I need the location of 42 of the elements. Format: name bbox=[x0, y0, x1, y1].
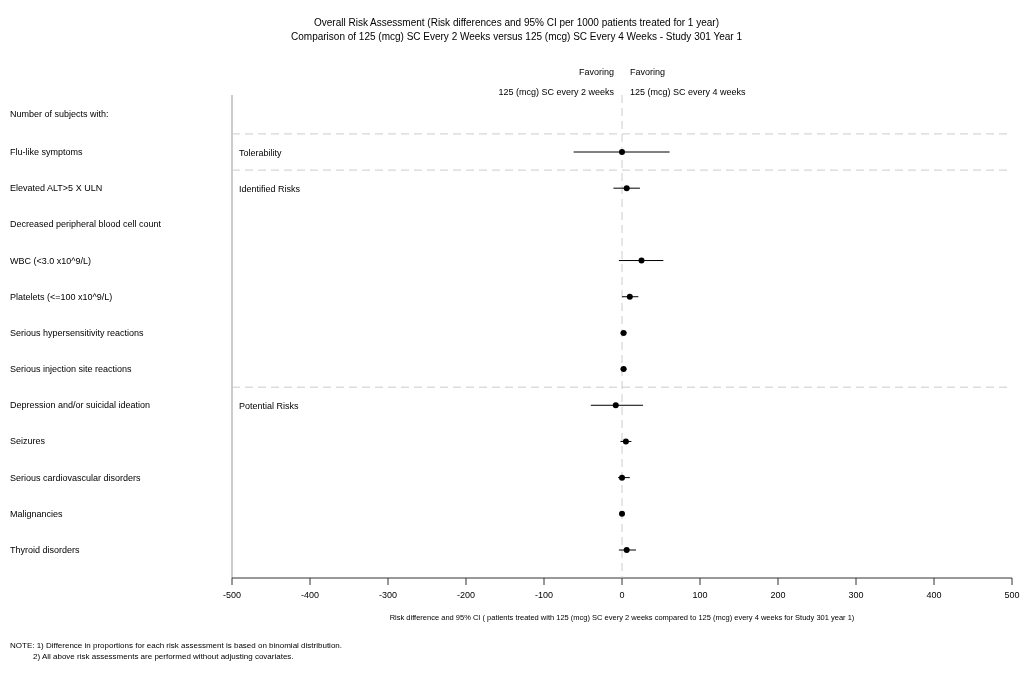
text: 2) All above risk assessments are performed without adjusting covariates. bbox=[33, 652, 294, 661]
y-tick-label: Malignancies bbox=[10, 508, 64, 519]
x-tick-label: -400 bbox=[300, 590, 320, 600]
x-tick-label: 400 bbox=[926, 590, 942, 600]
x-tick-label: -100 bbox=[534, 590, 554, 600]
text: Favoring bbox=[630, 67, 666, 77]
y-tick-label: WBC (<3.0 x10^9/L) bbox=[10, 255, 92, 266]
x-tick-label: -300 bbox=[378, 590, 398, 600]
x-tick-label: -500 bbox=[222, 590, 242, 600]
point bbox=[623, 185, 630, 192]
y-tick-label: Thyroid disorders bbox=[10, 545, 81, 555]
text: Favoring bbox=[578, 67, 614, 77]
text: NOTE: 1) Difference in proportions for each risk assessment is based on binomial distribution. bbox=[10, 641, 343, 650]
point bbox=[619, 149, 625, 155]
point bbox=[626, 293, 633, 300]
point bbox=[612, 402, 619, 409]
chart-title: Overall Risk Assessment (Risk differences and 95% CI per 1000 patients treated for 1 year) bbox=[313, 17, 720, 28]
y-tick-label: Flu-like symptoms bbox=[10, 147, 84, 157]
x-tick-label: 100 bbox=[692, 590, 708, 600]
point bbox=[623, 547, 630, 553]
x-tick-label: 200 bbox=[770, 590, 786, 600]
y-tick-label: Serious hypersensitivity reactions bbox=[10, 327, 145, 338]
annotation: Potential Risks bbox=[239, 401, 300, 412]
x-tick-label: -200 bbox=[456, 590, 476, 600]
y-tick-label: Serious injection site reactions bbox=[10, 364, 133, 375]
y-tick-label: Decreased peripheral blood cell count bbox=[10, 219, 162, 230]
x-tick-label: 300 bbox=[848, 590, 864, 600]
point bbox=[619, 474, 625, 481]
y-axis-title: Number of subjects with: bbox=[10, 109, 109, 119]
text: 125 (mcg) SC every 4 weeks bbox=[630, 87, 747, 97]
y-tick-label: Seizures bbox=[10, 436, 46, 447]
annotation: Identified Risks bbox=[239, 184, 301, 195]
y-tick-label: Depression and/or suicidal ideation bbox=[10, 400, 151, 411]
text: 125 (mcg) SC every 2 weeks bbox=[498, 87, 615, 97]
chart-subtitle: Comparison of 125 (mcg) SC Every 2 Weeks versus 125 (mcg) SC Every 4 Weeks - Study 301 Year 1 bbox=[291, 31, 743, 42]
x-tick-label: 500 bbox=[1004, 590, 1020, 600]
y-tick-label: Elevated ALT>5 X ULN bbox=[10, 183, 103, 194]
y-tick-label: Serious cardiovascular disorders bbox=[10, 472, 142, 483]
annotation: Tolerability bbox=[239, 148, 283, 158]
y-tick-label: Platelets (<=100 x10^9/L) bbox=[10, 291, 113, 302]
x-tick-label: 0 bbox=[619, 590, 625, 600]
point bbox=[638, 257, 645, 264]
